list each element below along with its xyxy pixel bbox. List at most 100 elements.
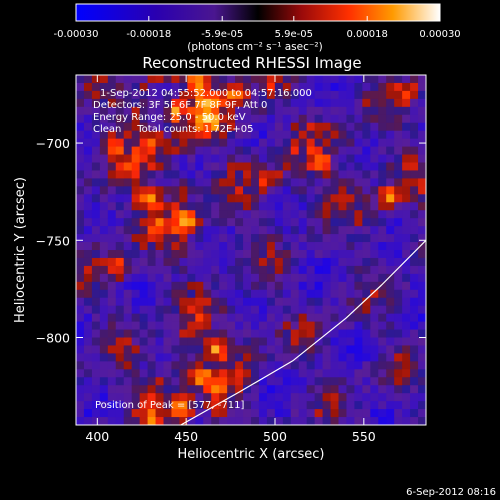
heatmap-pixel [282, 289, 292, 299]
heatmap-pixel [155, 417, 164, 425]
heatmap-pixel [163, 361, 172, 370]
heatmap-pixel [266, 265, 276, 275]
heatmap-pixel [378, 337, 387, 346]
heatmap-pixel [322, 265, 332, 275]
heatmap-pixel [195, 377, 204, 386]
heatmap-pixel [274, 345, 284, 354]
heatmap-pixel [322, 273, 332, 283]
heatmap-pixel [338, 329, 347, 338]
heatmap-pixel [258, 114, 268, 124]
heatmap-pixel [203, 210, 212, 219]
heatmap-pixel [187, 361, 196, 370]
heatmap-pixel [394, 146, 403, 156]
heatmap-pixel [402, 90, 411, 100]
heatmap-pixel [370, 106, 379, 116]
heatmap-pixel [354, 401, 363, 410]
heatmap-pixel [227, 82, 236, 92]
heatmap-pixel [131, 194, 141, 203]
heatmap-pixel [290, 218, 300, 227]
heatmap-pixel [203, 114, 212, 124]
heatmap-pixel [298, 106, 308, 116]
heatmap-pixel [203, 194, 212, 203]
heatmap-pixel [306, 114, 316, 124]
heatmap-pixel [139, 377, 149, 386]
heatmap-pixel [370, 178, 379, 187]
heatmap-pixel [354, 130, 363, 140]
heatmap-pixel [386, 154, 395, 163]
heatmap-pixel [83, 186, 93, 195]
heatmap-pixel [235, 329, 244, 338]
heatmap-pixel [115, 289, 125, 299]
heatmap-pixel [187, 75, 196, 84]
heatmap-pixel [219, 345, 228, 354]
heatmap-pixel [83, 242, 93, 251]
heatmap-pixel [187, 138, 196, 148]
heatmap-pixel [274, 297, 284, 307]
heatmap-pixel [410, 313, 419, 323]
heatmap-pixel [354, 210, 363, 219]
heatmap-pixel [187, 202, 196, 211]
heatmap-pixel [330, 250, 339, 259]
heatmap-pixel [251, 234, 260, 243]
heatmap-pixel [131, 417, 141, 425]
heatmap-pixel [338, 234, 347, 243]
heatmap-pixel [354, 265, 363, 275]
heatmap-pixel [354, 393, 363, 402]
heatmap-pixel [362, 313, 371, 323]
heatmap-pixel [290, 369, 300, 378]
heatmap-pixel [163, 114, 172, 124]
heatmap-pixel [378, 82, 387, 92]
heatmap-pixel [378, 194, 387, 203]
heatmap-pixel [258, 186, 268, 195]
heatmap-pixel [243, 170, 252, 179]
heatmap-pixel [330, 353, 339, 362]
heatmap-pixel [227, 305, 236, 315]
heatmap-pixel [282, 401, 292, 410]
heatmap-pixel [298, 210, 308, 219]
heatmap-pixel [290, 75, 300, 84]
heatmap-pixel [274, 353, 284, 362]
heatmap-pixel [410, 289, 419, 299]
heatmap-pixel [76, 345, 85, 354]
heatmap-pixel [155, 242, 164, 251]
heatmap-pixel [298, 417, 308, 425]
heatmap-pixel [195, 122, 204, 132]
heatmap-pixel [179, 186, 188, 195]
heatmap-pixel [290, 178, 300, 187]
heatmap-pixel [155, 321, 164, 331]
heatmap-pixel [203, 297, 212, 307]
heatmap-pixel [330, 106, 339, 116]
heatmap-pixel [370, 257, 379, 267]
heatmap-pixel [107, 393, 117, 402]
heatmap-pixel [402, 194, 411, 203]
heatmap-pixel [163, 186, 172, 195]
heatmap-pixel [123, 242, 133, 251]
heatmap-pixel [418, 377, 426, 386]
heatmap-pixel [378, 345, 387, 354]
heatmap-pixel [115, 90, 125, 100]
heatmap-pixel [354, 90, 363, 100]
heatmap-pixel [282, 162, 292, 171]
heatmap-pixel [346, 417, 355, 425]
heatmap-pixel [139, 234, 149, 243]
heatmap-pixel [195, 234, 204, 243]
heatmap-pixel [370, 281, 379, 291]
heatmap-pixel [282, 297, 292, 307]
heatmap-pixel [258, 337, 268, 346]
heatmap-pixel [155, 385, 164, 394]
heatmap-pixel [139, 305, 149, 315]
heatmap-pixel [243, 345, 252, 354]
heatmap-pixel [147, 210, 157, 219]
heatmap-pixel [346, 281, 355, 291]
x-tick-label: 400 [85, 429, 109, 444]
heatmap-pixel [330, 401, 339, 410]
heatmap-pixel [402, 281, 411, 291]
heatmap-pixel [274, 90, 284, 100]
heatmap-pixel [163, 329, 172, 338]
heatmap-pixel [282, 82, 292, 92]
heatmap-pixel [107, 75, 117, 84]
heatmap-pixel [219, 401, 228, 410]
heatmap-pixel [195, 162, 204, 171]
heatmap-pixel [76, 242, 85, 251]
heatmap-pixel [187, 162, 196, 171]
